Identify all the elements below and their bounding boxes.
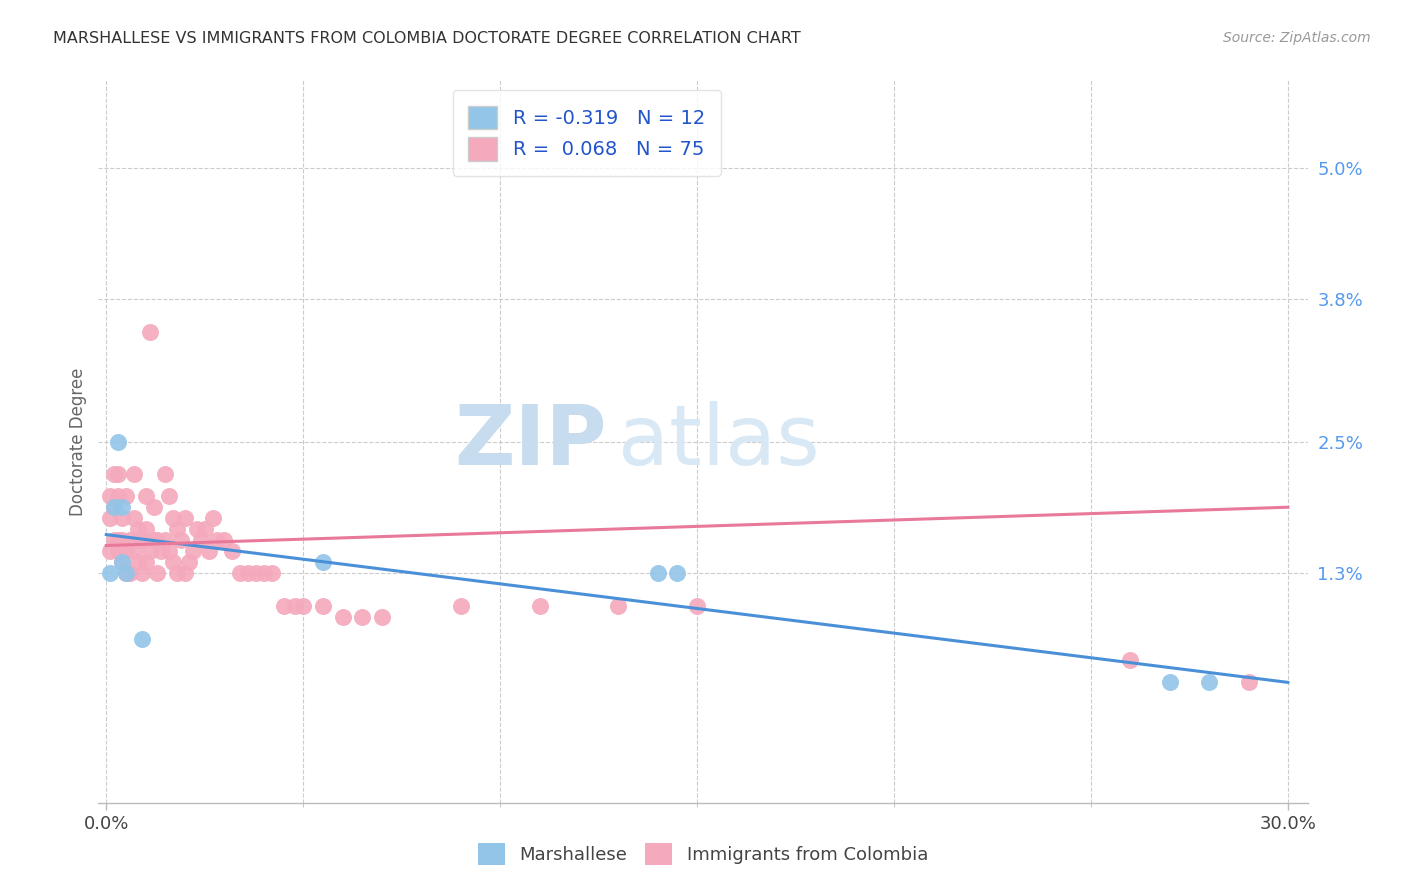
Point (312, 555, 335, 569)
Point (98, 489, 121, 503)
Point (194, 522, 217, 536)
Point (332, 609, 354, 624)
Point (177, 555, 200, 569)
Point (111, 533, 134, 547)
Point (260, 566, 283, 580)
Point (162, 511, 184, 525)
Point (273, 599, 295, 613)
Point (146, 533, 169, 547)
Point (103, 500, 125, 515)
Point (1237, 675, 1260, 690)
Y-axis label: Doctorate Degree: Doctorate Degree (69, 368, 87, 516)
Legend: R = -0.319   N = 12, R =  0.068   N = 75: R = -0.319 N = 12, R = 0.068 N = 75 (453, 90, 721, 177)
Point (138, 325, 160, 339)
Point (107, 467, 129, 482)
Point (236, 566, 259, 580)
Text: ZIP: ZIP (454, 401, 606, 482)
Point (103, 467, 125, 482)
Point (138, 544, 160, 558)
Point (142, 533, 165, 547)
Point (166, 522, 188, 536)
Point (135, 522, 157, 536)
Point (292, 599, 315, 613)
Point (352, 609, 374, 624)
Point (111, 500, 134, 515)
Point (174, 511, 197, 525)
Point (127, 555, 149, 569)
Point (157, 489, 180, 503)
Point (245, 566, 267, 580)
Point (122, 544, 145, 558)
Point (174, 566, 197, 580)
Point (103, 500, 125, 515)
Point (107, 434, 129, 449)
Point (1159, 675, 1181, 690)
Point (666, 566, 689, 580)
Point (118, 566, 141, 580)
Point (205, 533, 228, 547)
Point (197, 544, 219, 558)
Point (131, 632, 153, 646)
Point (686, 599, 709, 613)
Point (146, 566, 169, 580)
Text: MARSHALLESE VS IMMIGRANTS FROM COLOMBIA DOCTORATE DEGREE CORRELATION CHART: MARSHALLESE VS IMMIGRANTS FROM COLOMBIA … (53, 31, 801, 46)
Point (131, 566, 153, 580)
Point (98, 511, 121, 525)
Point (312, 599, 335, 613)
Point (201, 511, 224, 525)
Point (155, 467, 177, 482)
Point (1119, 653, 1142, 667)
Point (371, 609, 394, 624)
Point (115, 544, 138, 558)
Point (284, 599, 307, 613)
Point (103, 533, 125, 547)
Point (107, 544, 129, 558)
Point (118, 533, 141, 547)
Point (142, 500, 165, 515)
Point (150, 544, 173, 558)
Point (607, 599, 630, 613)
Point (157, 544, 180, 558)
Point (122, 511, 145, 525)
Point (647, 566, 669, 580)
Point (135, 489, 157, 503)
Point (107, 533, 129, 547)
Point (122, 467, 145, 482)
Point (162, 555, 184, 569)
Point (221, 544, 243, 558)
Point (229, 566, 252, 580)
Point (450, 599, 472, 613)
Point (155, 533, 177, 547)
Text: Source: ZipAtlas.com: Source: ZipAtlas.com (1223, 31, 1371, 45)
Point (127, 533, 149, 547)
Point (190, 533, 212, 547)
Point (186, 522, 208, 536)
Point (131, 533, 153, 547)
Point (253, 566, 276, 580)
Point (107, 489, 129, 503)
Point (166, 566, 188, 580)
Point (170, 533, 193, 547)
Point (127, 522, 149, 536)
Point (135, 555, 157, 569)
Point (98, 566, 121, 580)
Point (98, 544, 121, 558)
Legend: Marshallese, Immigrants from Colombia: Marshallese, Immigrants from Colombia (471, 836, 935, 872)
Point (115, 566, 138, 580)
Point (214, 533, 236, 547)
Point (111, 511, 134, 525)
Point (529, 599, 551, 613)
Point (1198, 675, 1220, 690)
Point (111, 555, 134, 569)
Point (181, 544, 204, 558)
Point (115, 489, 138, 503)
Text: atlas: atlas (619, 401, 820, 482)
Point (111, 555, 134, 569)
Point (115, 566, 138, 580)
